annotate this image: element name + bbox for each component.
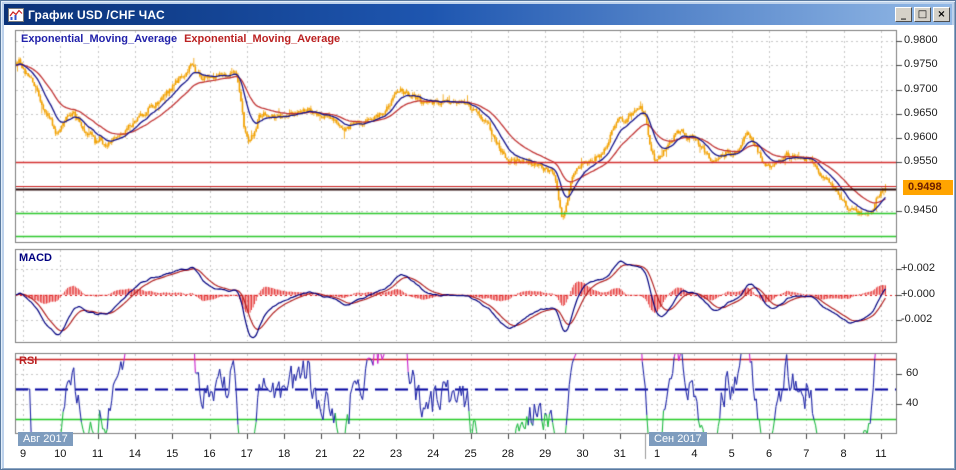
macd-tick-label: +0.000 — [901, 287, 935, 300]
date-tick-label: 16 — [203, 448, 216, 460]
date-tick-label: 25 — [464, 448, 477, 460]
date-tick-label: 15 — [166, 448, 179, 460]
date-tick-label: 9 — [19, 448, 27, 460]
month-badge-aug: Авг 2017 — [18, 432, 73, 446]
date-tick-label: 10 — [54, 448, 67, 460]
rsi-panel-label: RSI — [19, 355, 38, 367]
macd-tick-label: -0.002 — [901, 313, 933, 326]
chart-canvas[interactable] — [4, 25, 954, 468]
minimize-button[interactable]: _ — [895, 7, 912, 22]
date-tick-label: 18 — [277, 448, 291, 460]
chart-line-icon — [8, 7, 24, 22]
macd-tick-label: +0.002 — [901, 262, 935, 275]
date-tick-label: 28 — [501, 448, 515, 460]
date-tick-label: 22 — [352, 448, 365, 460]
date-tick-label: 30 — [576, 448, 589, 460]
price-tick-label: 0.9450 — [904, 204, 938, 217]
date-tick-label: 7 — [803, 448, 810, 460]
date-tick-label: 11 — [875, 448, 887, 460]
maximize-button[interactable]: □ — [914, 7, 931, 22]
chart-client-area: Exponential_Moving_Average Exponential_M… — [4, 25, 954, 468]
date-tick-label: 23 — [389, 448, 403, 460]
price-tick-label: 0.9750 — [904, 58, 938, 71]
date-tick-label: 8 — [840, 448, 847, 460]
date-tick-label: 6 — [765, 448, 773, 460]
rsi-tick-label: 40 — [906, 397, 919, 410]
date-tick-label: 21 — [315, 448, 328, 460]
price-tick-label: 0.9700 — [904, 82, 938, 95]
date-tick-label: 11 — [91, 448, 104, 460]
macd-panel-label: MACD — [19, 252, 52, 264]
date-tick-label: 17 — [240, 448, 253, 460]
close-button[interactable]: × — [933, 7, 950, 22]
price-tick-label: 0.9650 — [904, 106, 938, 119]
rsi-tick-label: 60 — [906, 367, 919, 379]
window-title: График USD /CHF ЧАС — [28, 7, 165, 22]
current-price-tag: 0.9498 — [903, 179, 953, 195]
legend-ema-slow: Exponential_Moving_Average — [184, 33, 341, 45]
price-tick-label: 0.9600 — [904, 131, 938, 144]
date-tick-label: 1 — [654, 448, 661, 460]
indicator-legend: Exponential_Moving_Average Exponential_M… — [19, 33, 343, 45]
date-tick-label: 4 — [691, 448, 698, 460]
date-tick-label: 31 — [613, 448, 626, 460]
price-tick-label: 0.9800 — [904, 33, 938, 46]
window-titlebar[interactable]: График USD /CHF ЧАС _ □ × — [4, 4, 952, 25]
price-tick-label: 0.9550 — [904, 155, 938, 168]
date-tick-label: 24 — [427, 448, 440, 460]
legend-ema-fast: Exponential_Moving_Average — [21, 33, 178, 45]
date-tick-label: 29 — [539, 448, 552, 460]
month-badge-sep: Сен 2017 — [649, 432, 707, 446]
date-tick-label: 14 — [128, 448, 142, 460]
date-tick-label: 5 — [728, 448, 735, 460]
